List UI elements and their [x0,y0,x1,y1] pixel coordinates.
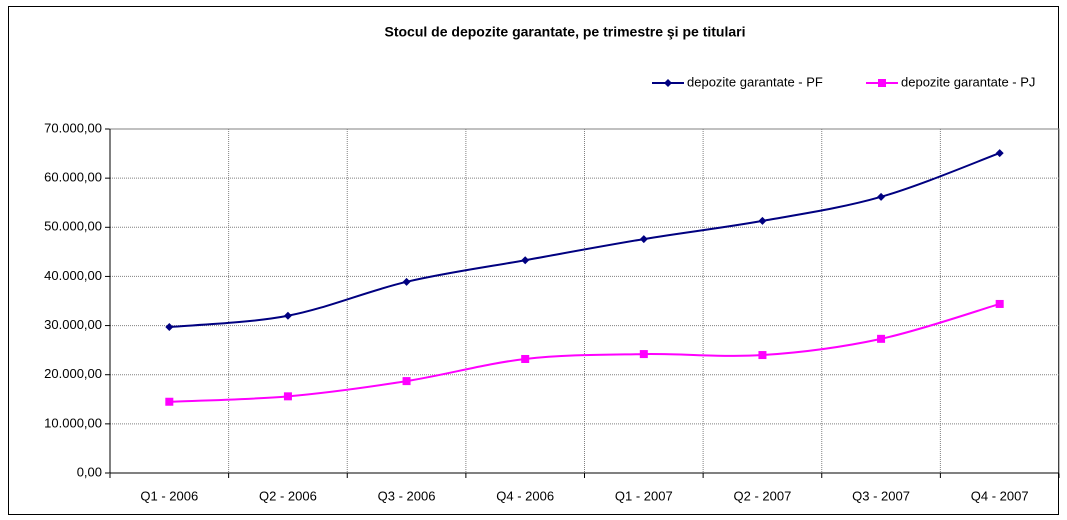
legend-label: depozite garantate - PF [687,74,823,89]
point-marker [639,235,648,244]
x-tick-label: Q2 - 2006 [259,488,317,503]
x-tick-label: Q1 - 2006 [140,488,198,503]
x-tick-label: Q3 - 2007 [852,488,910,503]
point-marker [521,354,530,363]
point-marker [165,397,174,406]
point-marker [639,350,648,359]
point-marker [165,323,174,332]
y-tick-label: 0,00 [77,464,102,479]
series-line [169,152,1001,329]
y-tick-label: 30.000,00 [44,317,102,332]
point-marker [877,192,886,201]
point-marker [758,216,767,225]
x-tick-label: Q1 - 2007 [615,488,673,503]
y-tick-label: 50.000,00 [44,219,102,234]
y-tick-label: 70.000,00 [44,120,102,135]
point-marker [877,334,886,343]
legend-label: depozite garantate - PJ [901,74,1035,89]
x-tick-label: Q4 - 2006 [496,488,554,503]
point-marker [758,351,767,360]
chart-title: Stocul de depozite garantate, pe trimest… [385,24,746,40]
x-tick-label: Q2 - 2007 [734,488,792,503]
point-marker [402,277,411,286]
point-marker [521,256,530,265]
point-marker [995,149,1004,158]
point-marker [995,299,1004,308]
y-tick-label: 40.000,00 [44,268,102,283]
point-marker [283,392,292,401]
chart-border [8,6,1059,515]
legend-marker [878,79,886,87]
x-tick-label: Q4 - 2007 [971,488,1029,503]
y-tick-label: 10.000,00 [44,415,102,430]
y-tick-label: 60.000,00 [44,170,102,185]
x-tick-label: Q3 - 2006 [378,488,436,503]
y-tick-label: 20.000,00 [44,366,102,381]
point-marker [283,311,292,320]
point-marker [402,377,411,386]
legend-marker [664,79,672,87]
